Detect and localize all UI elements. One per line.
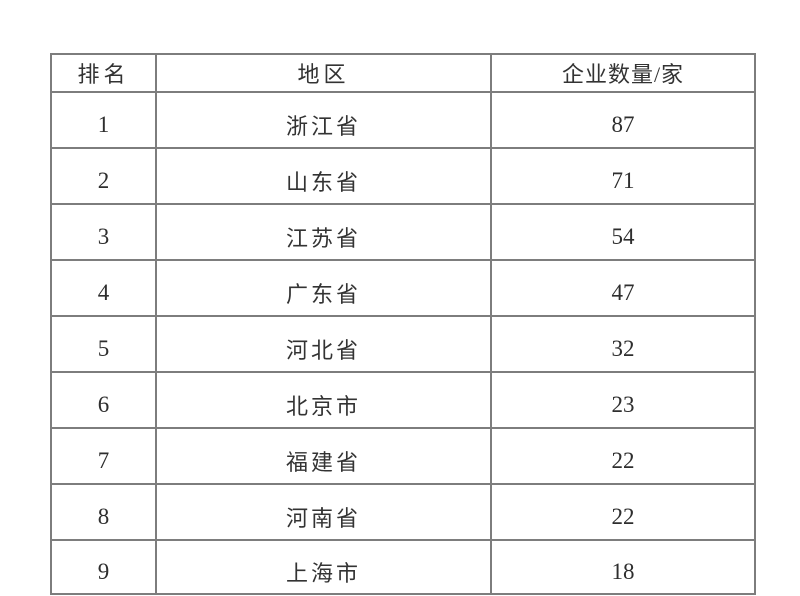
region-cell: 江苏省 <box>155 203 492 261</box>
count-cell: 54 <box>490 203 756 261</box>
count-cell: 18 <box>490 539 756 595</box>
count-cell: 32 <box>490 315 756 373</box>
enterprise-ranking-table: 排名 地区 企业数量/家 1 浙江省 87 2 山东省 71 3 江苏省 54 … <box>50 53 756 595</box>
rank-cell: 4 <box>50 259 157 317</box>
count-cell: 22 <box>490 483 756 541</box>
table-row: 9 上海市 18 <box>50 539 756 595</box>
region-cell: 河北省 <box>155 315 492 373</box>
header-region: 地区 <box>155 53 492 93</box>
region-cell: 浙江省 <box>155 91 492 149</box>
table-row: 6 北京市 23 <box>50 371 756 429</box>
table-row: 8 河南省 22 <box>50 483 756 541</box>
table-row: 4 广东省 47 <box>50 259 756 317</box>
header-row: 排名 地区 企业数量/家 <box>50 53 756 93</box>
rank-cell: 8 <box>50 483 157 541</box>
region-cell: 上海市 <box>155 539 492 595</box>
rank-cell: 2 <box>50 147 157 205</box>
region-cell: 广东省 <box>155 259 492 317</box>
table-row: 7 福建省 22 <box>50 427 756 485</box>
region-cell: 福建省 <box>155 427 492 485</box>
count-cell: 71 <box>490 147 756 205</box>
count-cell: 87 <box>490 91 756 149</box>
table-header: 排名 地区 企业数量/家 <box>50 53 756 93</box>
rank-cell: 3 <box>50 203 157 261</box>
rank-cell: 1 <box>50 91 157 149</box>
region-cell: 山东省 <box>155 147 492 205</box>
rank-cell: 9 <box>50 539 157 595</box>
table-body: 1 浙江省 87 2 山东省 71 3 江苏省 54 4 广东省 47 5 河北… <box>50 91 756 595</box>
count-cell: 47 <box>490 259 756 317</box>
header-count: 企业数量/家 <box>490 53 756 93</box>
rank-cell: 7 <box>50 427 157 485</box>
count-cell: 22 <box>490 427 756 485</box>
region-cell: 河南省 <box>155 483 492 541</box>
header-rank: 排名 <box>50 53 157 93</box>
rank-cell: 5 <box>50 315 157 373</box>
count-cell: 23 <box>490 371 756 429</box>
table-row: 1 浙江省 87 <box>50 91 756 149</box>
table-row: 3 江苏省 54 <box>50 203 756 261</box>
region-cell: 北京市 <box>155 371 492 429</box>
table-row: 5 河北省 32 <box>50 315 756 373</box>
table-row: 2 山东省 71 <box>50 147 756 205</box>
rank-cell: 6 <box>50 371 157 429</box>
